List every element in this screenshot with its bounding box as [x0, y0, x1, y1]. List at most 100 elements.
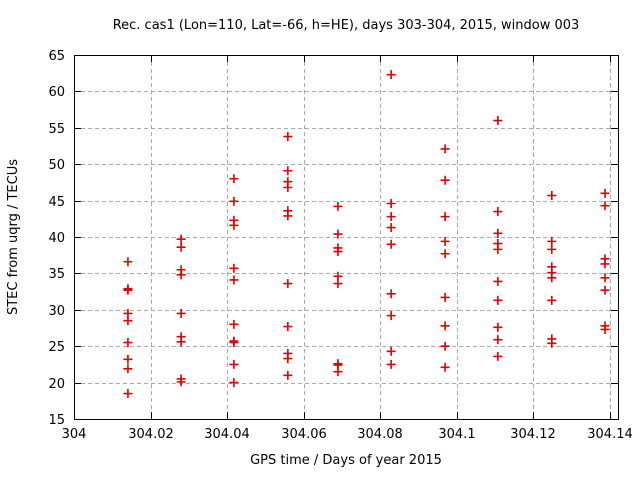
data-point-marker [123, 257, 133, 267]
data-point-marker [283, 279, 293, 289]
data-point-marker [386, 199, 396, 209]
data-point-marker [333, 229, 343, 239]
data-point-marker [440, 249, 450, 259]
data-point-marker [440, 212, 450, 222]
data-point-marker [547, 338, 557, 348]
data-point-marker [229, 319, 239, 329]
data-point-marker [123, 316, 133, 326]
data-point-marker [600, 188, 610, 198]
svg-text:304.12: 304.12 [510, 427, 556, 442]
grid-lines [74, 55, 618, 419]
data-point-marker [493, 276, 503, 286]
data-point-marker [440, 362, 450, 372]
svg-text:304.06: 304.06 [281, 427, 327, 442]
data-point-marker [283, 370, 293, 380]
data-point-marker [600, 201, 610, 211]
x-axis-label: GPS time / Days of year 2015 [250, 453, 442, 468]
data-point-marker [440, 236, 450, 246]
data-point-marker [123, 389, 133, 399]
svg-text:15: 15 [48, 413, 65, 428]
svg-text:45: 45 [48, 195, 65, 210]
svg-text:304: 304 [62, 427, 87, 442]
svg-text:65: 65 [48, 49, 65, 64]
data-point-marker [123, 338, 133, 348]
data-point-marker [440, 321, 450, 331]
data-point-marker [176, 234, 186, 244]
data-point-marker [333, 279, 343, 289]
chart-title: Rec. cas1 (Lon=110, Lat=-66, h=HE), days… [112, 18, 580, 33]
data-point-marker [333, 247, 343, 257]
data-point-marker [386, 70, 396, 80]
data-point-marker [176, 308, 186, 318]
data-point-marker [283, 166, 293, 176]
data-point-marker [229, 196, 239, 206]
data-point-marker [229, 359, 239, 369]
data-point-marker [547, 191, 557, 201]
data-point-marker [493, 207, 503, 217]
data-point-marker [229, 338, 239, 348]
x-tick-labels: 304 304.02 304.04 304.06 304.08 304.1 304.12 30… [62, 427, 633, 442]
data-point-marker [493, 335, 503, 345]
svg-text:50: 50 [48, 158, 65, 173]
data-point-marker [229, 220, 239, 230]
data-point-marker [386, 212, 396, 222]
data-point-marker [547, 236, 557, 246]
data-point-marker [283, 182, 293, 192]
data-point-marker [493, 228, 503, 238]
data-point-marker [547, 295, 557, 305]
svg-text:30: 30 [48, 304, 65, 319]
data-point-marker [493, 116, 503, 126]
data-point-marker [283, 211, 293, 221]
data-point-marker [600, 259, 610, 269]
data-point-marker [123, 354, 133, 364]
svg-text:304.14: 304.14 [587, 427, 633, 442]
data-point-marker [493, 351, 503, 361]
data-point-marker [229, 378, 239, 388]
data-point-marker [440, 292, 450, 302]
svg-text:55: 55 [48, 122, 65, 137]
data-point-marker [600, 324, 610, 334]
data-point-marker [547, 273, 557, 283]
svg-text:304.1: 304.1 [438, 427, 475, 442]
axis-border-and-ticks [74, 55, 619, 420]
data-point-marker [600, 285, 610, 295]
svg-text:60: 60 [48, 85, 65, 100]
data-point-marker [386, 223, 396, 233]
data-point-marker [176, 377, 186, 387]
data-point-marker [493, 295, 503, 305]
svg-text:35: 35 [48, 267, 65, 282]
data-point-marker [123, 364, 133, 374]
svg-text:40: 40 [48, 231, 65, 246]
data-point-marker [176, 337, 186, 347]
data-point-marker [176, 270, 186, 280]
data-point-marker [283, 132, 293, 142]
data-point-marker [386, 346, 396, 356]
data-point-marker [493, 244, 503, 254]
data-point-marker [229, 263, 239, 273]
data-point-marker [333, 367, 343, 377]
data-point-marker [547, 244, 557, 254]
data-point-marker [333, 201, 343, 211]
data-point-marker [386, 359, 396, 369]
data-point-marker [386, 239, 396, 249]
data-point-marker [229, 174, 239, 184]
svg-text:304.08: 304.08 [357, 427, 403, 442]
data-point-marker [283, 322, 293, 332]
data-point-marker [386, 311, 396, 321]
data-point-marker [283, 354, 293, 364]
data-point-marker [229, 275, 239, 285]
data-point-marker [123, 285, 133, 295]
y-tick-labels: 15 20 25 30 35 40 45 50 55 60 65 [48, 49, 65, 428]
svg-text:304.04: 304.04 [204, 427, 250, 442]
data-point-marker [600, 273, 610, 283]
svg-text:20: 20 [48, 377, 65, 392]
data-point-marker [386, 289, 396, 299]
data-point-marker [440, 341, 450, 351]
data-points [123, 70, 610, 399]
data-point-marker [440, 144, 450, 154]
data-point-marker [440, 175, 450, 185]
data-point-marker [493, 322, 503, 332]
data-point-marker [176, 242, 186, 252]
